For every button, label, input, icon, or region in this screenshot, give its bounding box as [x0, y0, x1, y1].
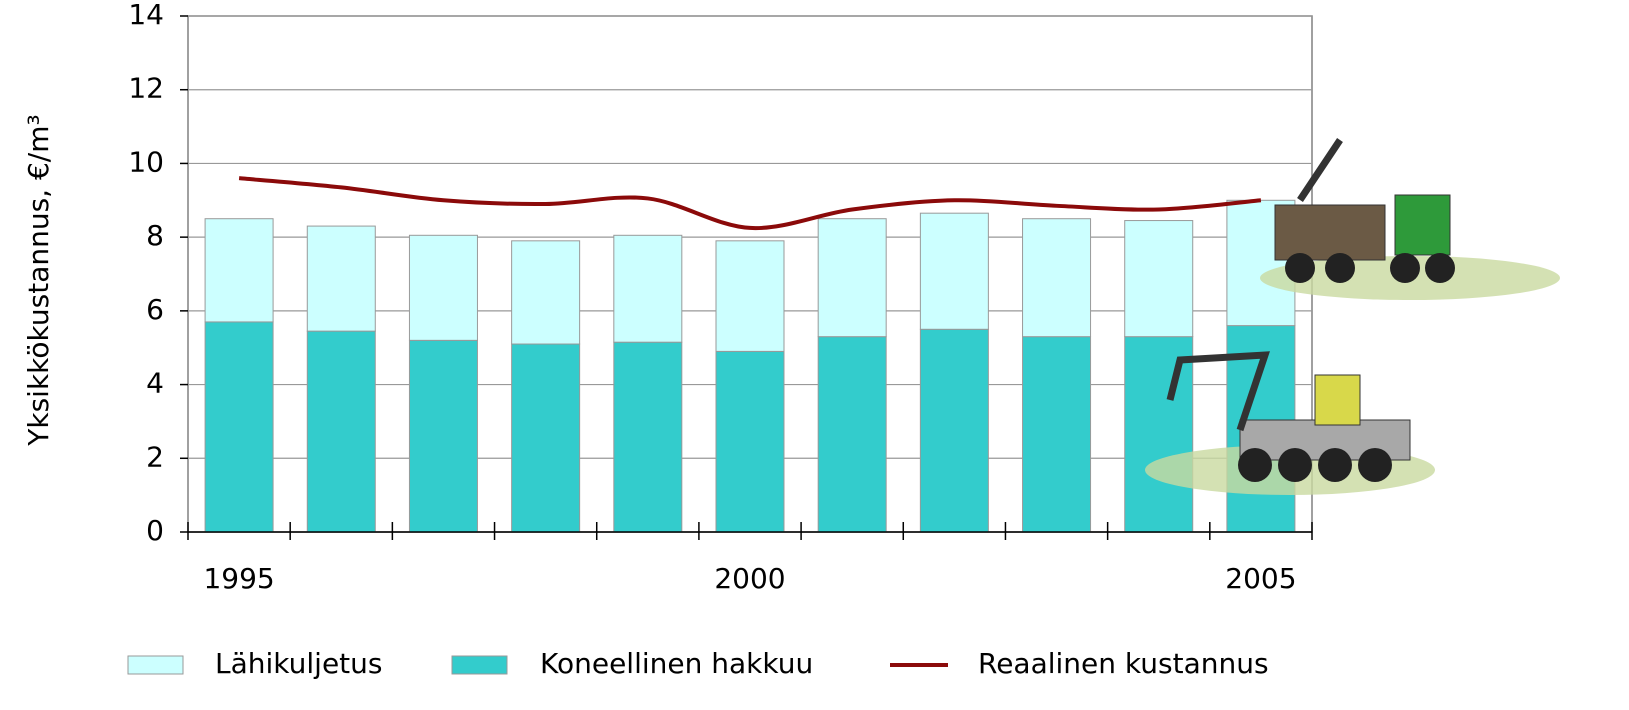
bar — [1023, 337, 1091, 532]
wheel — [1358, 448, 1392, 482]
bar — [307, 226, 375, 331]
y-tick-label: 0 — [146, 514, 164, 547]
y-tick-label: 8 — [146, 219, 164, 252]
x-tick-label: 1995 — [203, 562, 274, 595]
legend-swatch — [452, 656, 507, 674]
x-tick-label: 2000 — [714, 562, 785, 595]
wheel — [1325, 253, 1355, 283]
harvester-cab — [1315, 375, 1360, 425]
bar — [512, 344, 580, 532]
bar — [716, 351, 784, 532]
bar — [818, 337, 886, 532]
legend-swatch — [128, 656, 183, 674]
y-tick-label: 2 — [146, 440, 164, 473]
bar — [1023, 219, 1091, 337]
y-axis-label: Yksikkökustannus, €/m³ — [22, 114, 55, 446]
y-tick-label: 6 — [146, 293, 164, 326]
chart: Yksikkökustannus, €/m³ 0 2 4 6 8 10 12 14 1995 20… — [0, 0, 1629, 710]
bar — [716, 241, 784, 352]
bar — [818, 219, 886, 337]
wheel — [1425, 253, 1455, 283]
bar — [205, 322, 273, 532]
y-tick-label: 12 — [128, 72, 164, 105]
bar — [920, 329, 988, 532]
bar — [307, 331, 375, 532]
bar — [512, 241, 580, 344]
wheel — [1390, 253, 1420, 283]
wheel — [1285, 253, 1315, 283]
y-tick-label: 10 — [128, 145, 164, 178]
y-tick-label: 14 — [128, 0, 164, 31]
y-tick-label: 4 — [146, 367, 164, 400]
bar — [1125, 221, 1193, 337]
wheel — [1278, 448, 1312, 482]
bar — [614, 342, 682, 532]
wheel — [1318, 448, 1352, 482]
bar — [614, 235, 682, 342]
x-tick-label: 2005 — [1225, 562, 1296, 595]
bar — [920, 213, 988, 329]
forwarder-load — [1275, 205, 1385, 260]
bar — [1125, 337, 1193, 532]
bar — [205, 219, 273, 322]
legend-label: Lähikuljetus — [215, 647, 382, 680]
legend-label: Reaalinen kustannus — [978, 647, 1269, 680]
bar — [409, 235, 477, 340]
wheel — [1238, 448, 1272, 482]
legend-label: Koneellinen hakkuu — [540, 647, 813, 680]
forwarder-cab — [1395, 195, 1450, 255]
bar — [409, 340, 477, 532]
